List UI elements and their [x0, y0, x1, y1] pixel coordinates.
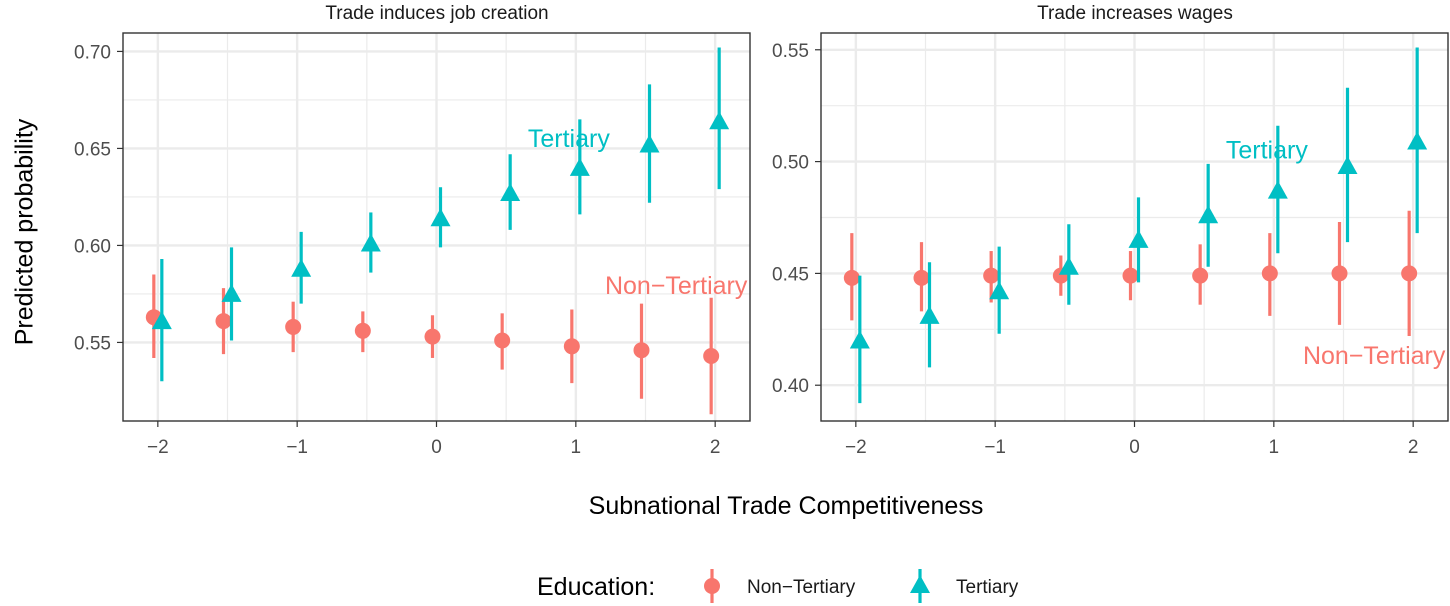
- x-tick-label: 1: [1269, 437, 1280, 458]
- series-non-tertiary: [145, 274, 720, 415]
- legend-key-tertiary-triangle: [910, 575, 930, 593]
- data-point-circle: [494, 332, 511, 349]
- data-point-triangle: [569, 157, 590, 176]
- series-tertiary: [849, 47, 1428, 404]
- annotation-tertiary: Tertiary: [528, 125, 610, 153]
- data-point-triangle: [709, 111, 730, 130]
- data-point-circle: [913, 269, 930, 286]
- x-axis-label: Subnational Trade Competitiveness: [589, 492, 984, 520]
- y-tick-label: 0.55: [772, 41, 809, 62]
- data-point-circle: [1401, 265, 1418, 282]
- data-point-circle: [1331, 265, 1348, 282]
- data-point-triangle: [639, 134, 660, 153]
- y-tick-label: 0.55: [74, 333, 111, 354]
- data-point-triangle: [919, 305, 940, 324]
- data-point-circle: [563, 338, 580, 355]
- legend-key-non-tertiary-circle: [704, 578, 720, 594]
- data-point-triangle: [1058, 256, 1079, 275]
- x-tick-label: 2: [1408, 437, 1419, 458]
- data-point-triangle: [1407, 131, 1428, 150]
- data-point-circle: [1122, 267, 1139, 284]
- data-point-triangle: [500, 183, 521, 202]
- data-point-circle: [983, 267, 1000, 284]
- x-tick-label: −1: [286, 437, 308, 458]
- annotation-tertiary: Tertiary: [1226, 136, 1308, 164]
- data-point-triangle: [849, 330, 870, 349]
- data-point-triangle: [151, 311, 172, 330]
- x-tick-label: 0: [431, 437, 442, 458]
- gridlines: [123, 33, 750, 421]
- panel-frame: [820, 32, 1449, 422]
- x-tick-label: 2: [710, 437, 721, 458]
- annotation-non-tertiary: Non−Tertiary: [1303, 342, 1446, 370]
- data-point-triangle: [221, 283, 242, 302]
- y-tick-label: 0.50: [772, 153, 809, 174]
- panel-title: Trade increases wages: [1037, 3, 1233, 24]
- y-tick-label: 0.45: [772, 264, 809, 285]
- annotation-non-tertiary: Non−Tertiary: [605, 272, 748, 300]
- x-tick-label: 1: [571, 437, 582, 458]
- y-tick-label: 0.70: [74, 42, 111, 63]
- data-point-circle: [703, 348, 720, 365]
- data-point-circle: [633, 342, 650, 359]
- x-tick-label: −2: [147, 437, 169, 458]
- x-tick-label: −2: [845, 437, 867, 458]
- data-point-triangle: [1198, 205, 1219, 224]
- data-point-triangle: [1337, 156, 1358, 175]
- panel-frame: [122, 32, 751, 422]
- panel-job-creation: Trade induces job creation −2 −1 0 1 2 0.55 0.…: [74, 3, 751, 458]
- data-point-circle: [1192, 267, 1209, 284]
- data-point-circle: [843, 269, 860, 286]
- data-point-triangle: [360, 233, 381, 252]
- data-point-circle: [424, 328, 441, 345]
- data-point-circle: [354, 322, 371, 339]
- data-point-triangle: [1267, 180, 1288, 199]
- y-tick-label: 0.65: [74, 139, 111, 160]
- data-point-triangle: [1128, 229, 1149, 248]
- x-tick-label: 0: [1129, 437, 1140, 458]
- y-axis-label: Predicted probability: [11, 118, 39, 345]
- legend-label-non-tertiary: Non−Tertiary: [747, 577, 856, 598]
- data-point-triangle: [989, 281, 1010, 300]
- panel-title: Trade induces job creation: [325, 3, 548, 24]
- y-tick-label: 0.40: [772, 376, 809, 397]
- data-point-triangle: [430, 208, 451, 227]
- series-tertiary: [151, 47, 730, 382]
- panel-wages: Trade increases wages −2 −1 0 1 2 0.40 0.45 0.5…: [772, 3, 1449, 458]
- legend-title: Education:: [537, 573, 655, 601]
- gridlines: [821, 33, 1448, 421]
- legend-label-tertiary: Tertiary: [956, 577, 1019, 598]
- data-point-circle: [285, 318, 302, 335]
- data-point-circle: [215, 313, 232, 330]
- series-non-tertiary: [843, 210, 1418, 337]
- y-tick-label: 0.60: [74, 236, 111, 257]
- legend: Education: Non−Tertiary Tertiary: [537, 569, 1019, 603]
- x-tick-label: −1: [984, 437, 1006, 458]
- data-point-circle: [1261, 265, 1278, 282]
- data-point-triangle: [291, 258, 312, 277]
